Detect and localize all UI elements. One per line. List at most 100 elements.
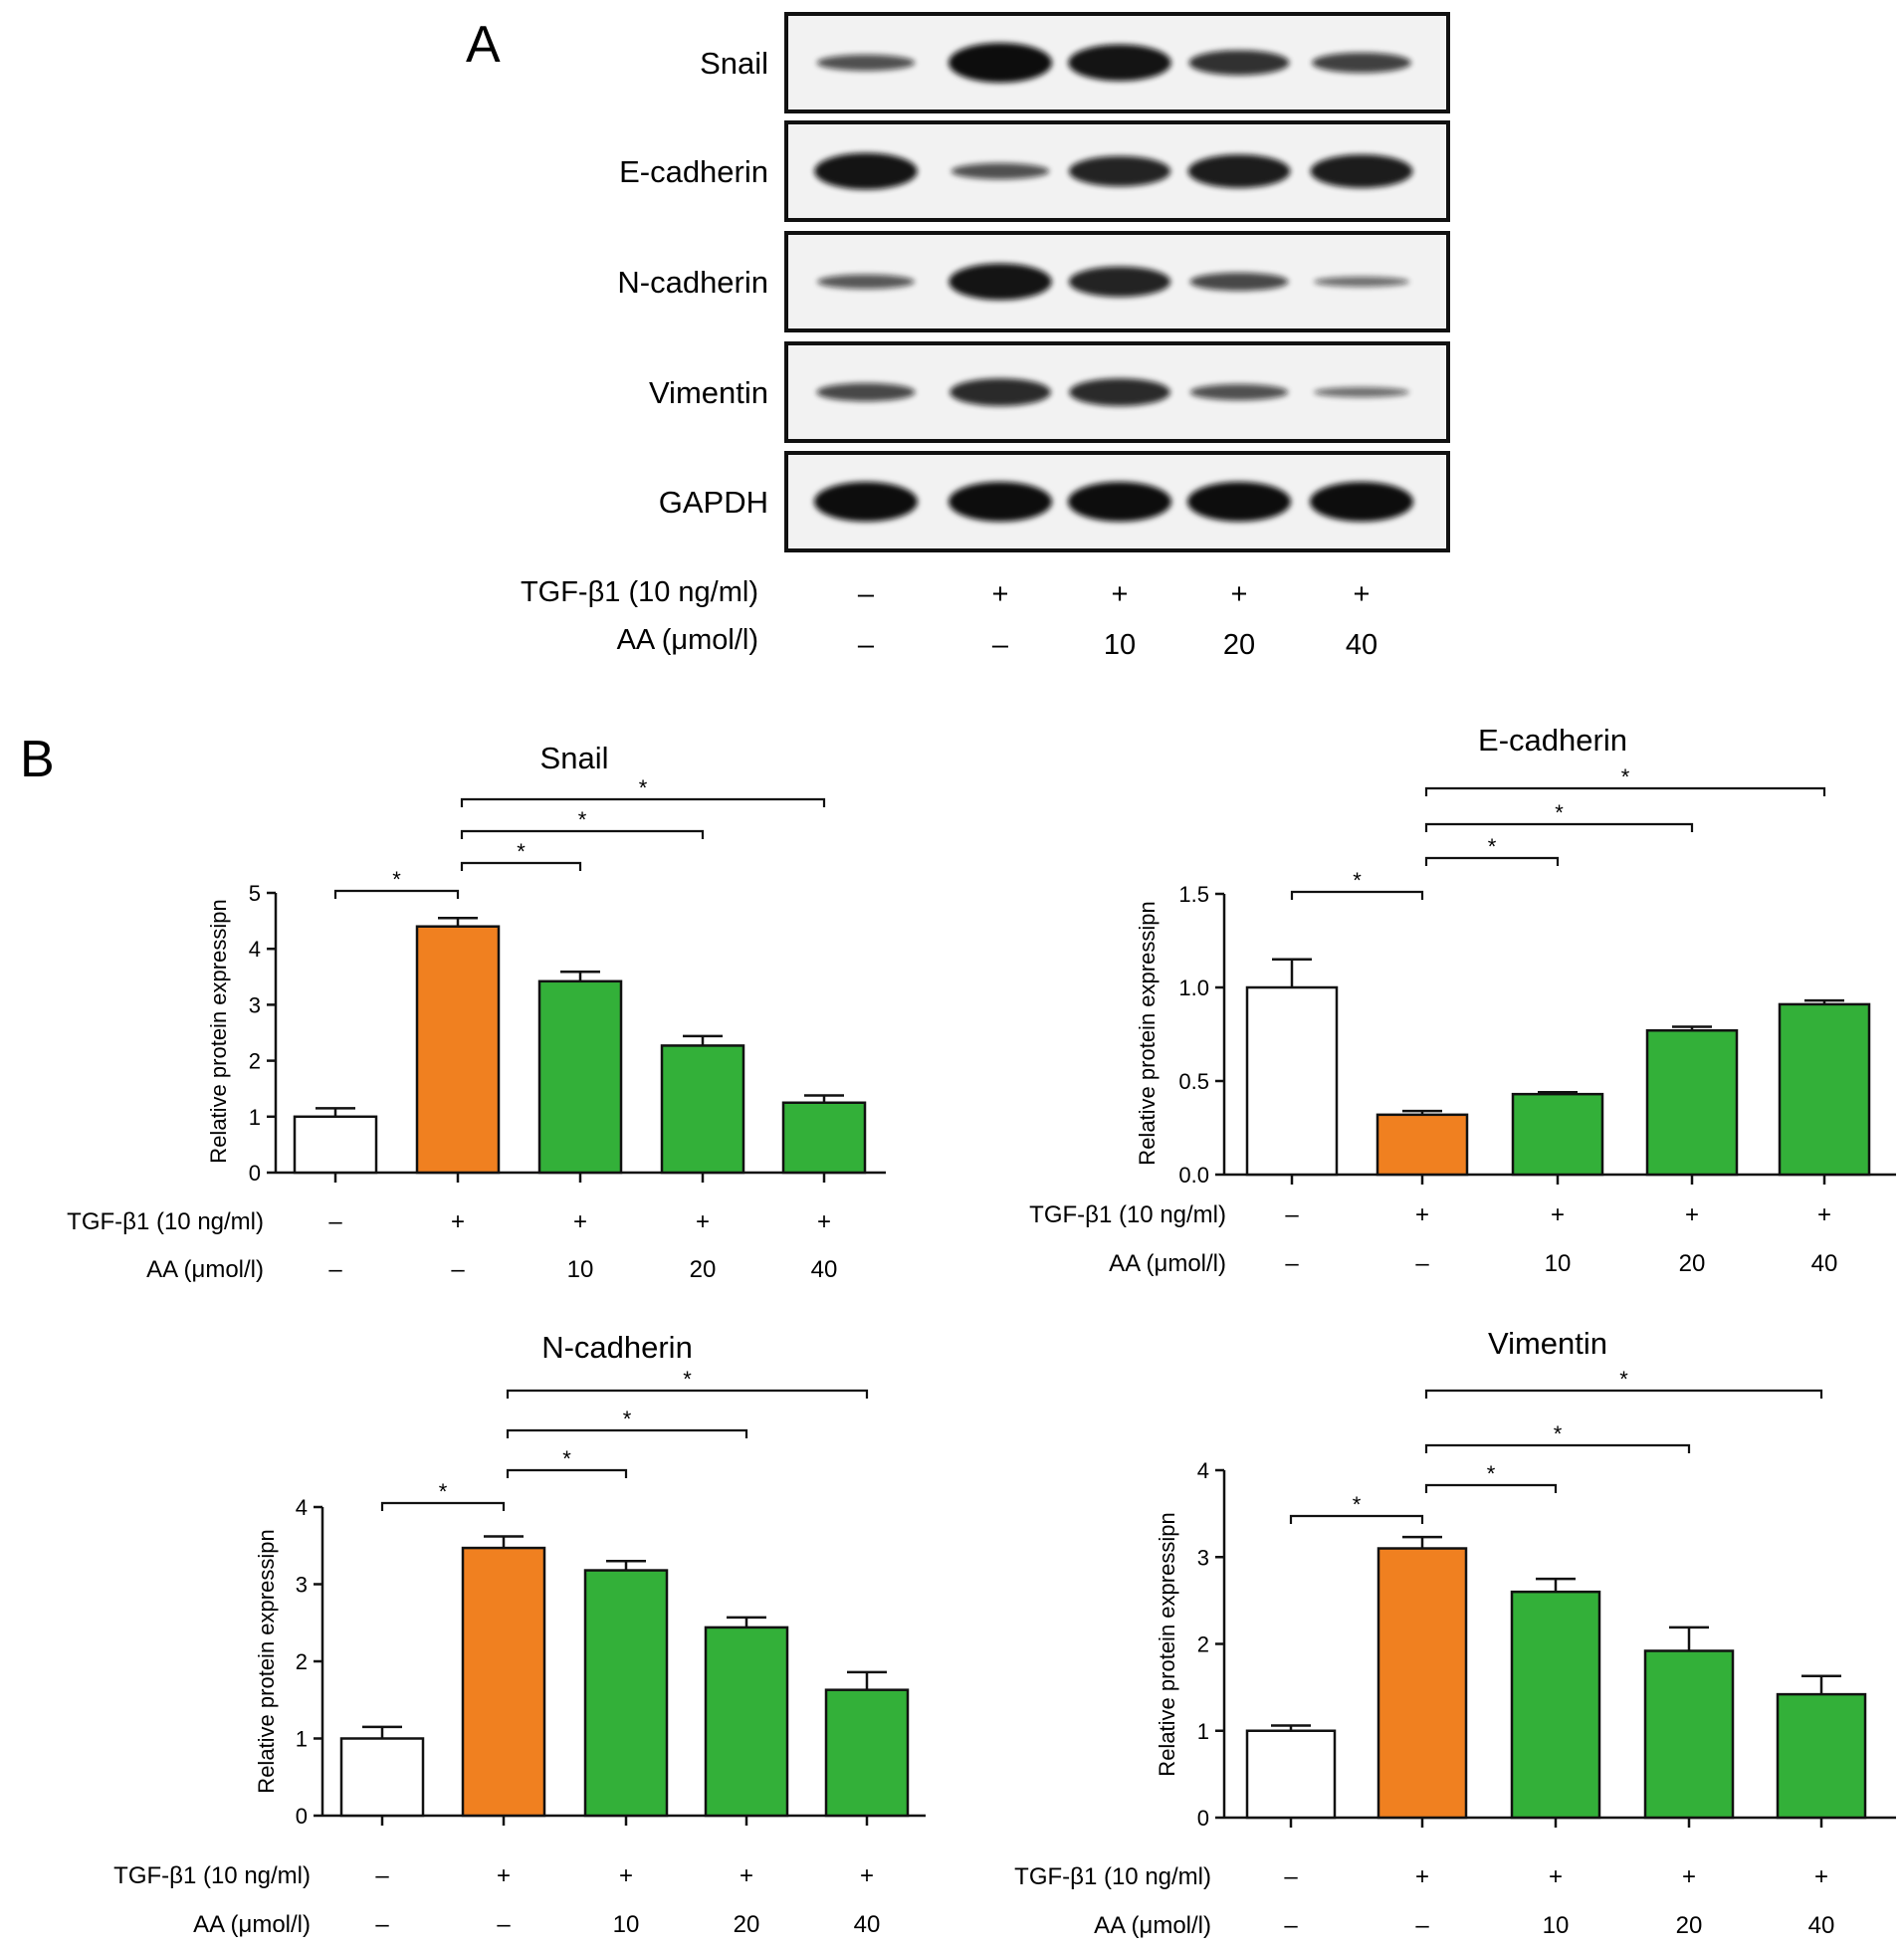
chart-snail-aa-value: 40 bbox=[811, 1256, 838, 1283]
bar-charts: Snail 0 1 2 3 4 5 Relative protein expressipn * *… bbox=[67, 723, 1896, 1939]
chart-snail-aa-value: – bbox=[451, 1256, 465, 1283]
chart-snail-bar bbox=[415, 925, 501, 1175]
chart-snail-aa-value: – bbox=[328, 1256, 342, 1283]
chart-vimentin-y-tick-label: 1 bbox=[1197, 1719, 1209, 1744]
chart-e-cadherin-significance-star: * bbox=[1353, 868, 1362, 893]
chart-vimentin-significance-star: * bbox=[1554, 1421, 1563, 1446]
chart-snail-significance-star: * bbox=[578, 807, 587, 832]
chart-n-cadherin-aa-value: 10 bbox=[613, 1911, 640, 1938]
chart-vimentin-tgf-label: TGF-β1 (10 ng/ml) bbox=[1014, 1863, 1211, 1890]
blot-row-vimentin-band bbox=[816, 382, 916, 402]
panel-a: A Snail E-cadherin N-cadherin Vimentin GAPDH… bbox=[466, 12, 1450, 661]
panel-a-letter: A bbox=[466, 16, 501, 74]
chart-vimentin-y-tick-label: 3 bbox=[1197, 1545, 1209, 1570]
chart-vimentin-significance-star: * bbox=[1353, 1492, 1362, 1517]
chart-vimentin-tgf-value: + bbox=[1814, 1863, 1828, 1890]
blot-row-snail-band bbox=[1068, 44, 1171, 82]
western-blot: Snail E-cadherin N-cadherin Vimentin GAPDH bbox=[617, 12, 1450, 552]
chart-vimentin-y-label: Relative protein expressipn bbox=[1155, 1512, 1179, 1776]
blot-row-n-cadherin-band bbox=[949, 263, 1052, 301]
blot-row-snail-label: Snail bbox=[700, 46, 768, 81]
chart-vimentin-aa-label: AA (μmol/l) bbox=[1094, 1912, 1211, 1939]
chart-vimentin-title: Vimentin bbox=[1488, 1326, 1607, 1361]
blot-row-snail-band bbox=[1188, 50, 1290, 76]
blot-aa-value: 10 bbox=[1104, 629, 1136, 661]
chart-n-cadherin-aa-value: 20 bbox=[734, 1911, 760, 1938]
chart-n-cadherin-tgf-value: – bbox=[375, 1862, 389, 1889]
blot-row-e-cadherin-band bbox=[1310, 154, 1413, 188]
chart-n-cadherin-tgf-label: TGF-β1 (10 ng/ml) bbox=[113, 1862, 311, 1889]
chart-n-cadherin-significance-bracket bbox=[506, 1468, 628, 1478]
chart-snail-aa-label: AA (μmol/l) bbox=[146, 1256, 264, 1283]
chart-e-cadherin-significance-bracket bbox=[1290, 890, 1424, 900]
chart-vimentin-aa-value: 20 bbox=[1676, 1912, 1703, 1939]
blot-row-gapdh: GAPDH bbox=[659, 451, 1450, 552]
chart-e-cadherin-tgf-value: + bbox=[1817, 1201, 1831, 1228]
chart-n-cadherin-tgf-value: + bbox=[860, 1862, 874, 1889]
blot-tgf-value: + bbox=[1354, 578, 1371, 610]
chart-n-cadherin-aa-value: 40 bbox=[854, 1911, 881, 1938]
chart-snail-title: Snail bbox=[540, 741, 609, 775]
chart-snail-y-tick-label: 4 bbox=[249, 937, 261, 962]
chart-snail-tgf-value: + bbox=[817, 1208, 831, 1235]
chart-snail-significance-star: * bbox=[392, 867, 401, 892]
chart-vimentin-y-tick-label: 4 bbox=[1197, 1458, 1209, 1483]
chart-n-cadherin-significance-star: * bbox=[623, 1407, 632, 1431]
chart-e-cadherin-aa-value: 10 bbox=[1545, 1250, 1572, 1277]
chart-n-cadherin-bar bbox=[339, 1737, 425, 1818]
chart-e-cadherin: E-cadherin 0.0 0.5 1.0 1.5 Relative protein e… bbox=[1029, 723, 1896, 1277]
chart-n-cadherin-significance-star: * bbox=[439, 1479, 448, 1504]
panel-b-letter: B bbox=[20, 731, 55, 788]
chart-e-cadherin-aa-value: – bbox=[1415, 1250, 1429, 1277]
chart-n-cadherin-significance-star: * bbox=[562, 1446, 571, 1471]
chart-snail-significance-bracket bbox=[460, 829, 705, 839]
chart-vimentin-significance-star: * bbox=[1619, 1367, 1628, 1392]
blot-row-e-cadherin: E-cadherin bbox=[619, 120, 1450, 222]
blot-row-gapdh-label: GAPDH bbox=[659, 485, 768, 520]
chart-e-cadherin-aa-value: 40 bbox=[1811, 1250, 1838, 1277]
chart-snail-y-label: Relative protein expressipn bbox=[206, 899, 231, 1163]
chart-vimentin-y-tick-label: 2 bbox=[1197, 1632, 1209, 1657]
blot-aa-value: 20 bbox=[1223, 629, 1255, 661]
chart-e-cadherin-y-tick-label: 0.0 bbox=[1178, 1163, 1209, 1188]
chart-n-cadherin-bar bbox=[824, 1688, 910, 1818]
chart-e-cadherin-tgf-value: + bbox=[1551, 1201, 1565, 1228]
chart-n-cadherin-tgf-value: + bbox=[619, 1862, 633, 1889]
chart-vimentin-significance-bracket bbox=[1424, 1389, 1823, 1399]
chart-e-cadherin-aa-value: – bbox=[1285, 1250, 1299, 1277]
blot-row-e-cadherin-band bbox=[951, 162, 1050, 180]
blot-tgf-label: TGF-β1 (10 ng/ml) bbox=[521, 576, 758, 608]
chart-snail-bar bbox=[660, 1044, 745, 1175]
chart-e-cadherin-significance-bracket bbox=[1424, 822, 1694, 832]
chart-vimentin-aa-value: – bbox=[1415, 1912, 1429, 1939]
chart-vimentin-tgf-value: + bbox=[1549, 1863, 1563, 1890]
chart-n-cadherin-significance-bracket bbox=[380, 1501, 506, 1511]
chart-n-cadherin: N-cadherin 0 1 2 3 4 Relative protein expressi… bbox=[113, 1330, 926, 1938]
chart-snail-significance-bracket bbox=[460, 861, 582, 871]
chart-e-cadherin-y-tick-label: 0.5 bbox=[1178, 1069, 1209, 1094]
chart-e-cadherin-significance-star: * bbox=[1621, 764, 1630, 789]
chart-n-cadherin-y-tick-label: 0 bbox=[296, 1804, 308, 1829]
chart-e-cadherin-bar bbox=[1511, 1092, 1604, 1177]
chart-n-cadherin-significance-star: * bbox=[683, 1367, 692, 1392]
chart-n-cadherin-bar bbox=[461, 1546, 546, 1818]
chart-snail-y-tick-label: 2 bbox=[249, 1049, 261, 1074]
chart-e-cadherin-significance-bracket bbox=[1424, 856, 1560, 866]
chart-snail-tgf-value: – bbox=[328, 1208, 342, 1235]
chart-snail: Snail 0 1 2 3 4 5 Relative protein expressipn * *… bbox=[67, 741, 886, 1283]
chart-vimentin-significance-bracket bbox=[1424, 1483, 1558, 1493]
chart-snail-significance-bracket bbox=[460, 797, 826, 807]
chart-n-cadherin-y-label: Relative protein expressipn bbox=[254, 1529, 279, 1793]
chart-snail-aa-value: 10 bbox=[567, 1256, 594, 1283]
chart-n-cadherin-aa-value: – bbox=[497, 1911, 511, 1938]
chart-n-cadherin-significance-bracket bbox=[506, 1389, 869, 1399]
chart-n-cadherin-significance-bracket bbox=[506, 1428, 748, 1438]
blot-tgf-value: + bbox=[1112, 578, 1129, 610]
chart-vimentin-significance-bracket bbox=[1289, 1514, 1424, 1524]
blot-row-n-cadherin-band bbox=[1068, 266, 1171, 298]
blot-row-vimentin-band bbox=[1189, 383, 1289, 401]
chart-snail-aa-value: 20 bbox=[690, 1256, 717, 1283]
chart-e-cadherin-significance-bracket bbox=[1424, 786, 1826, 796]
chart-vimentin-bar bbox=[1245, 1729, 1337, 1820]
blot-row-n-cadherin-band bbox=[1313, 276, 1410, 288]
